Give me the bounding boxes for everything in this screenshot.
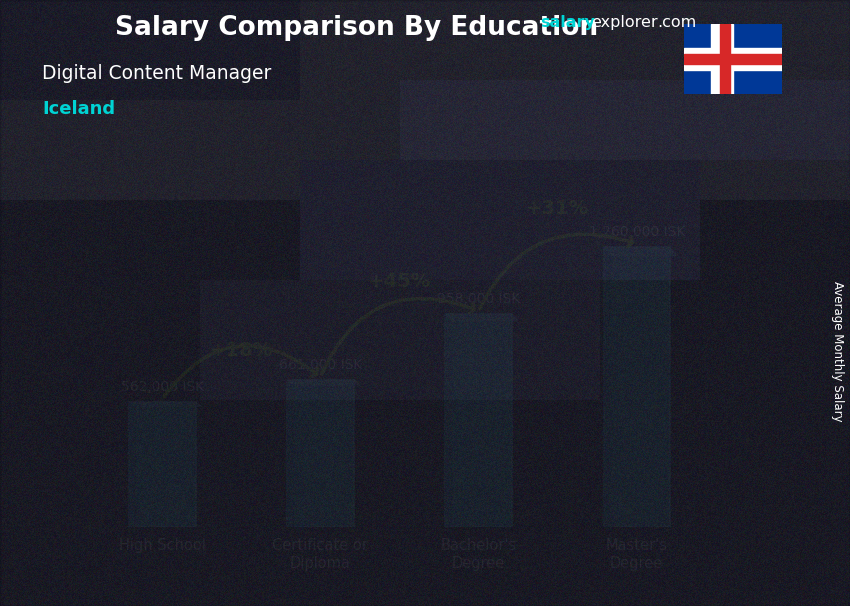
Text: explorer: explorer [591, 15, 657, 30]
Text: 1,260,000 ISK: 1,260,000 ISK [588, 225, 685, 239]
Bar [287, 381, 354, 527]
Bar [445, 315, 512, 527]
Polygon shape [287, 381, 360, 385]
Bar [711, 24, 733, 94]
Bar [684, 54, 782, 64]
Text: Average Monthly Salary: Average Monthly Salary [830, 281, 844, 422]
Bar [604, 247, 670, 527]
Polygon shape [129, 402, 135, 527]
Polygon shape [445, 315, 518, 321]
Polygon shape [445, 315, 451, 527]
Text: salary: salary [540, 15, 595, 30]
Bar [684, 48, 782, 70]
Polygon shape [129, 402, 201, 406]
Polygon shape [604, 247, 677, 256]
Text: Digital Content Manager: Digital Content Manager [42, 64, 272, 82]
Text: 661,000 ISK: 661,000 ISK [279, 358, 362, 372]
Text: 958,000 ISK: 958,000 ISK [437, 292, 520, 306]
Text: .com: .com [657, 15, 696, 30]
Text: Iceland: Iceland [42, 100, 116, 118]
Bar [129, 402, 196, 527]
Text: +31%: +31% [526, 199, 589, 218]
Text: +18%: +18% [210, 341, 273, 360]
Polygon shape [287, 381, 293, 527]
Bar [720, 24, 730, 94]
Text: 562,000 ISK: 562,000 ISK [121, 380, 204, 394]
Polygon shape [604, 247, 609, 527]
Text: Salary Comparison By Education: Salary Comparison By Education [116, 15, 598, 41]
Text: +45%: +45% [368, 271, 431, 290]
